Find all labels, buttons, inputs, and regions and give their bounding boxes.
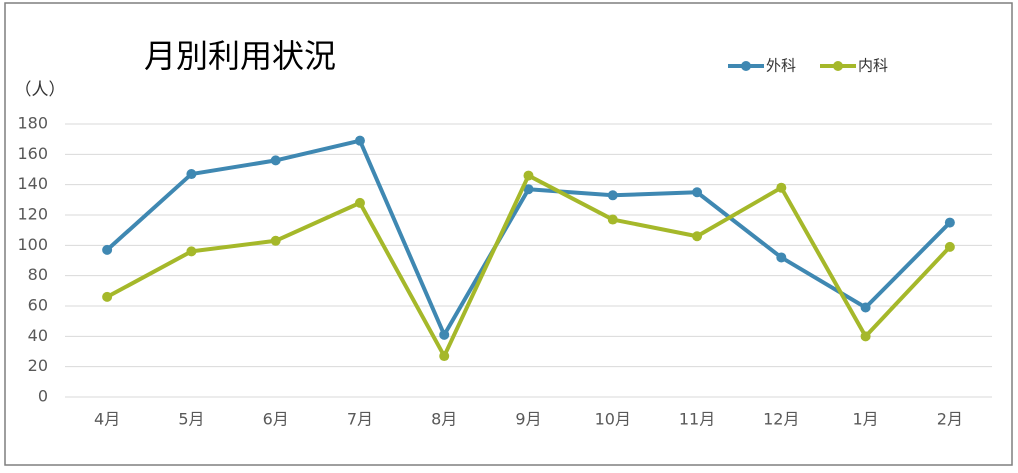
x-tick-label: 4月 [94, 410, 120, 429]
data-point [271, 236, 281, 246]
data-point [945, 242, 955, 252]
x-tick-label: 9月 [515, 410, 541, 429]
data-point [608, 190, 618, 200]
data-point [608, 215, 618, 225]
y-tick-label: 140 [17, 174, 48, 193]
x-tick-label: 1月 [852, 410, 878, 429]
x-tick-label: 8月 [431, 410, 457, 429]
x-tick-label: 10月 [595, 410, 631, 429]
x-tick-label: 2月 [937, 410, 963, 429]
y-tick-label: 160 [17, 144, 48, 163]
data-point [439, 351, 449, 361]
x-tick-label: 6月 [263, 410, 289, 429]
data-point [439, 330, 449, 340]
data-point [102, 292, 112, 302]
y-tick-label: 0 [38, 387, 48, 406]
y-axis-label: （人） [15, 80, 66, 100]
legend-label: 内科 [858, 57, 888, 75]
chart-title: 月別利用状況 [144, 37, 336, 75]
y-tick-label: 20 [28, 356, 48, 375]
y-tick-label: 60 [28, 296, 48, 315]
data-point [186, 246, 196, 256]
data-point [861, 303, 871, 313]
legend-label: 外科 [766, 57, 796, 75]
x-tick-label: 5月 [178, 410, 204, 429]
data-point [776, 183, 786, 193]
data-point [692, 231, 702, 241]
y-tick-label: 180 [17, 114, 48, 133]
data-point [692, 187, 702, 197]
data-point [861, 331, 871, 341]
x-tick-label: 12月 [763, 410, 799, 429]
x-tick-label: 7月 [347, 410, 373, 429]
chart: 月別利用状況 （人） 0 20 40 60 80 100 120 140 160 180 4月 5月 6… [0, 0, 1018, 473]
legend-marker [833, 61, 843, 71]
data-point [776, 252, 786, 262]
y-tick-label: 80 [28, 265, 48, 284]
data-point [355, 198, 365, 208]
data-point [355, 136, 365, 146]
data-point [102, 245, 112, 255]
y-tick-label: 120 [17, 205, 48, 224]
y-tick-label: 100 [17, 235, 48, 254]
legend-marker [741, 61, 751, 71]
data-point [945, 218, 955, 228]
data-point [271, 155, 281, 165]
data-point [186, 169, 196, 179]
data-point [524, 171, 534, 181]
x-tick-label: 11月 [679, 410, 715, 429]
y-tick-label: 40 [28, 326, 48, 345]
